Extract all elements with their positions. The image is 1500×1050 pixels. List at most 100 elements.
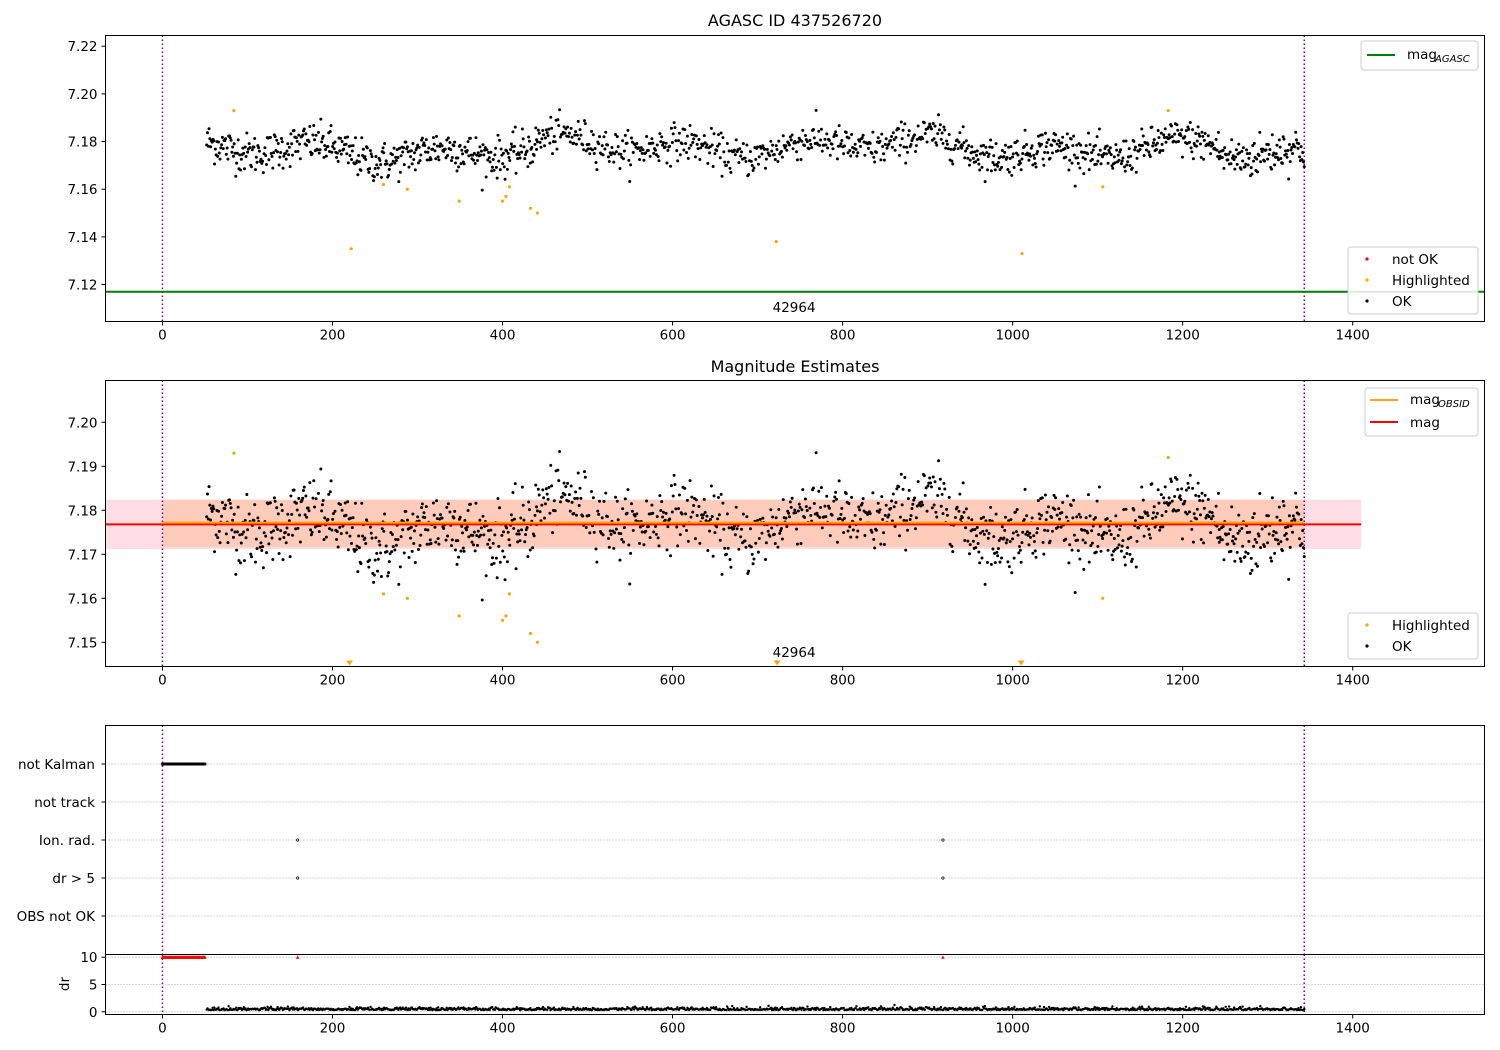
y-tick-label: 10 — [80, 950, 97, 966]
ok-point — [572, 141, 576, 145]
ok-point — [1046, 529, 1050, 533]
ok-point — [1123, 563, 1127, 567]
ok-point — [1201, 134, 1205, 138]
ok-point — [1266, 541, 1270, 545]
ok-point — [1034, 555, 1038, 559]
ok-point — [648, 154, 652, 158]
ok-point — [431, 136, 435, 140]
ok-point — [429, 541, 433, 545]
ok-point — [989, 562, 993, 566]
ok-point — [350, 526, 354, 530]
ok-point — [303, 513, 307, 517]
ok-point — [1117, 543, 1121, 547]
ok-point — [978, 561, 982, 565]
ok-point — [711, 554, 715, 558]
ok-point — [583, 475, 587, 479]
ok-point — [455, 562, 459, 566]
ok-point — [1050, 143, 1054, 147]
ok-point — [819, 127, 823, 131]
ok-point — [994, 512, 998, 516]
ok-point — [527, 139, 531, 143]
ok-point — [1248, 572, 1252, 576]
ok-point — [630, 502, 634, 506]
dr-ok-point — [725, 1005, 729, 1008]
ok-point — [272, 529, 276, 533]
dr-ok-point — [983, 1004, 987, 1008]
ok-point — [1224, 153, 1228, 157]
ok-point — [1287, 143, 1291, 147]
dr-ok-point — [514, 1007, 518, 1011]
dr-ok-point — [292, 1006, 295, 1009]
ok-point — [472, 151, 476, 155]
ok-point — [351, 516, 355, 520]
ok-point — [328, 129, 332, 133]
ok-point — [319, 117, 323, 121]
dr-ok-point — [1047, 1005, 1051, 1009]
ok-point — [335, 151, 339, 155]
ok-point — [914, 516, 918, 520]
ok-point — [309, 533, 313, 537]
ok-point — [509, 148, 513, 152]
ok-point — [738, 147, 742, 151]
ok-point — [1248, 530, 1252, 534]
ok-point — [1110, 553, 1114, 557]
dr-ok-point — [1241, 1005, 1244, 1008]
ok-point — [1196, 125, 1200, 129]
ok-point — [1270, 496, 1274, 500]
ok-point — [881, 518, 885, 522]
ok-point — [288, 555, 292, 559]
ok-point — [1185, 512, 1189, 516]
ok-point — [1087, 560, 1091, 564]
dr-clipped-marker — [941, 955, 945, 959]
ok-point — [990, 145, 994, 149]
middle-data-layer — [105, 380, 1362, 667]
ok-point — [751, 562, 755, 566]
ok-point — [516, 540, 520, 544]
x-tick-label: 0 — [158, 673, 167, 689]
ok-point — [1132, 139, 1136, 143]
highlighted-point — [381, 592, 386, 596]
ok-point — [330, 528, 334, 532]
ok-point — [631, 150, 635, 154]
ok-point — [1019, 168, 1023, 172]
ok-point — [509, 513, 513, 517]
ok-point — [963, 538, 967, 542]
ok-point — [1195, 507, 1199, 511]
ok-point — [410, 162, 414, 166]
ok-point — [835, 540, 839, 544]
ok-point — [756, 145, 760, 149]
ok-point — [1191, 128, 1195, 132]
ok-point — [257, 526, 261, 530]
ok-point — [964, 526, 968, 530]
ok-point — [543, 516, 547, 520]
highlighted-point — [504, 194, 508, 198]
ok-point — [776, 545, 780, 549]
ok-point — [556, 118, 560, 122]
ok-point — [526, 165, 530, 169]
ok-point — [290, 153, 294, 157]
ok-point — [606, 155, 610, 159]
ok-point — [327, 149, 331, 153]
ok-point — [914, 144, 918, 148]
ok-point — [750, 552, 754, 556]
y-tick-label: 7.17 — [67, 547, 97, 563]
ok-point — [218, 541, 222, 545]
ok-point — [1255, 170, 1259, 174]
ok-point — [761, 144, 765, 148]
ok-point — [1282, 137, 1286, 141]
ok-point — [212, 507, 216, 511]
dr-ok-point — [301, 1006, 305, 1009]
ok-point — [1141, 498, 1145, 502]
ok-point — [1299, 518, 1303, 522]
ok-point — [1128, 552, 1132, 556]
dr-ok-point — [867, 1006, 870, 1009]
ok-point — [244, 536, 248, 540]
ok-point — [533, 142, 537, 146]
ok-point — [1252, 512, 1256, 516]
ok-point — [567, 131, 571, 135]
ok-point — [966, 539, 970, 543]
ok-point — [338, 525, 342, 529]
ok-point — [695, 142, 699, 146]
ok-point — [825, 494, 829, 498]
ok-point — [1140, 485, 1144, 489]
